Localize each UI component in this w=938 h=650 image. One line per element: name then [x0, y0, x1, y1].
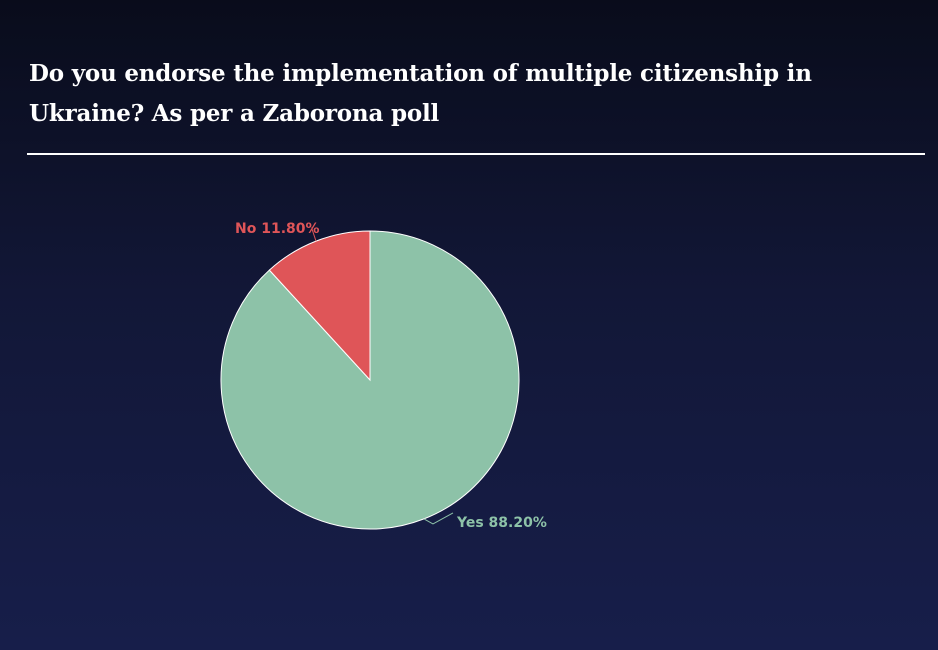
- slice-label-no: No 11.80%: [235, 221, 320, 237]
- pie-slice-no: [268, 230, 371, 382]
- pie-slices: [220, 230, 520, 530]
- leader-line-yes: [423, 512, 454, 525]
- slice-label-yes: Yes 88.20%: [456, 515, 547, 531]
- leader-line-no: [311, 227, 317, 242]
- title-divider: [27, 153, 925, 155]
- chart-title: Do you endorse the implementation of mul…: [29, 60, 812, 127]
